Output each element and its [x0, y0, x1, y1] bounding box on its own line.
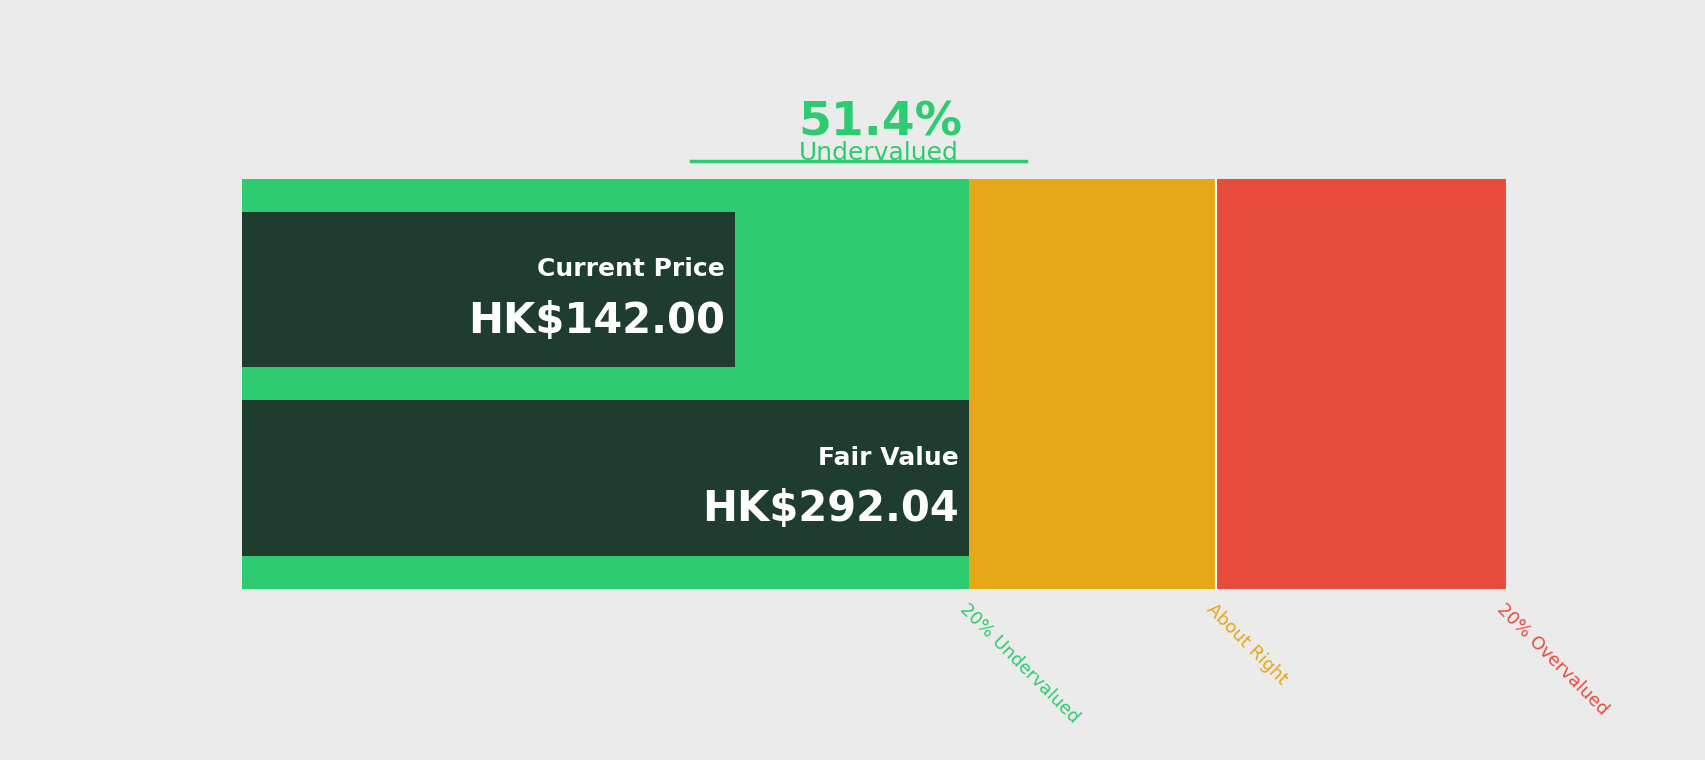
Text: HK$142.00: HK$142.00 — [467, 299, 725, 342]
Text: HK$292.04: HK$292.04 — [701, 488, 958, 530]
Text: About Right: About Right — [1202, 600, 1291, 689]
Bar — [242, 179, 968, 588]
Text: 20% Overvalued: 20% Overvalued — [1492, 600, 1611, 719]
Text: Current Price: Current Price — [537, 258, 725, 281]
Bar — [968, 179, 1216, 588]
Text: Fair Value: Fair Value — [817, 446, 958, 470]
Text: 20% Undervalued: 20% Undervalued — [957, 600, 1083, 727]
Text: Undervalued: Undervalued — [798, 141, 958, 165]
Bar — [242, 401, 968, 556]
Bar — [1216, 179, 1506, 588]
Bar — [242, 212, 735, 367]
Text: 51.4%: 51.4% — [798, 101, 962, 146]
